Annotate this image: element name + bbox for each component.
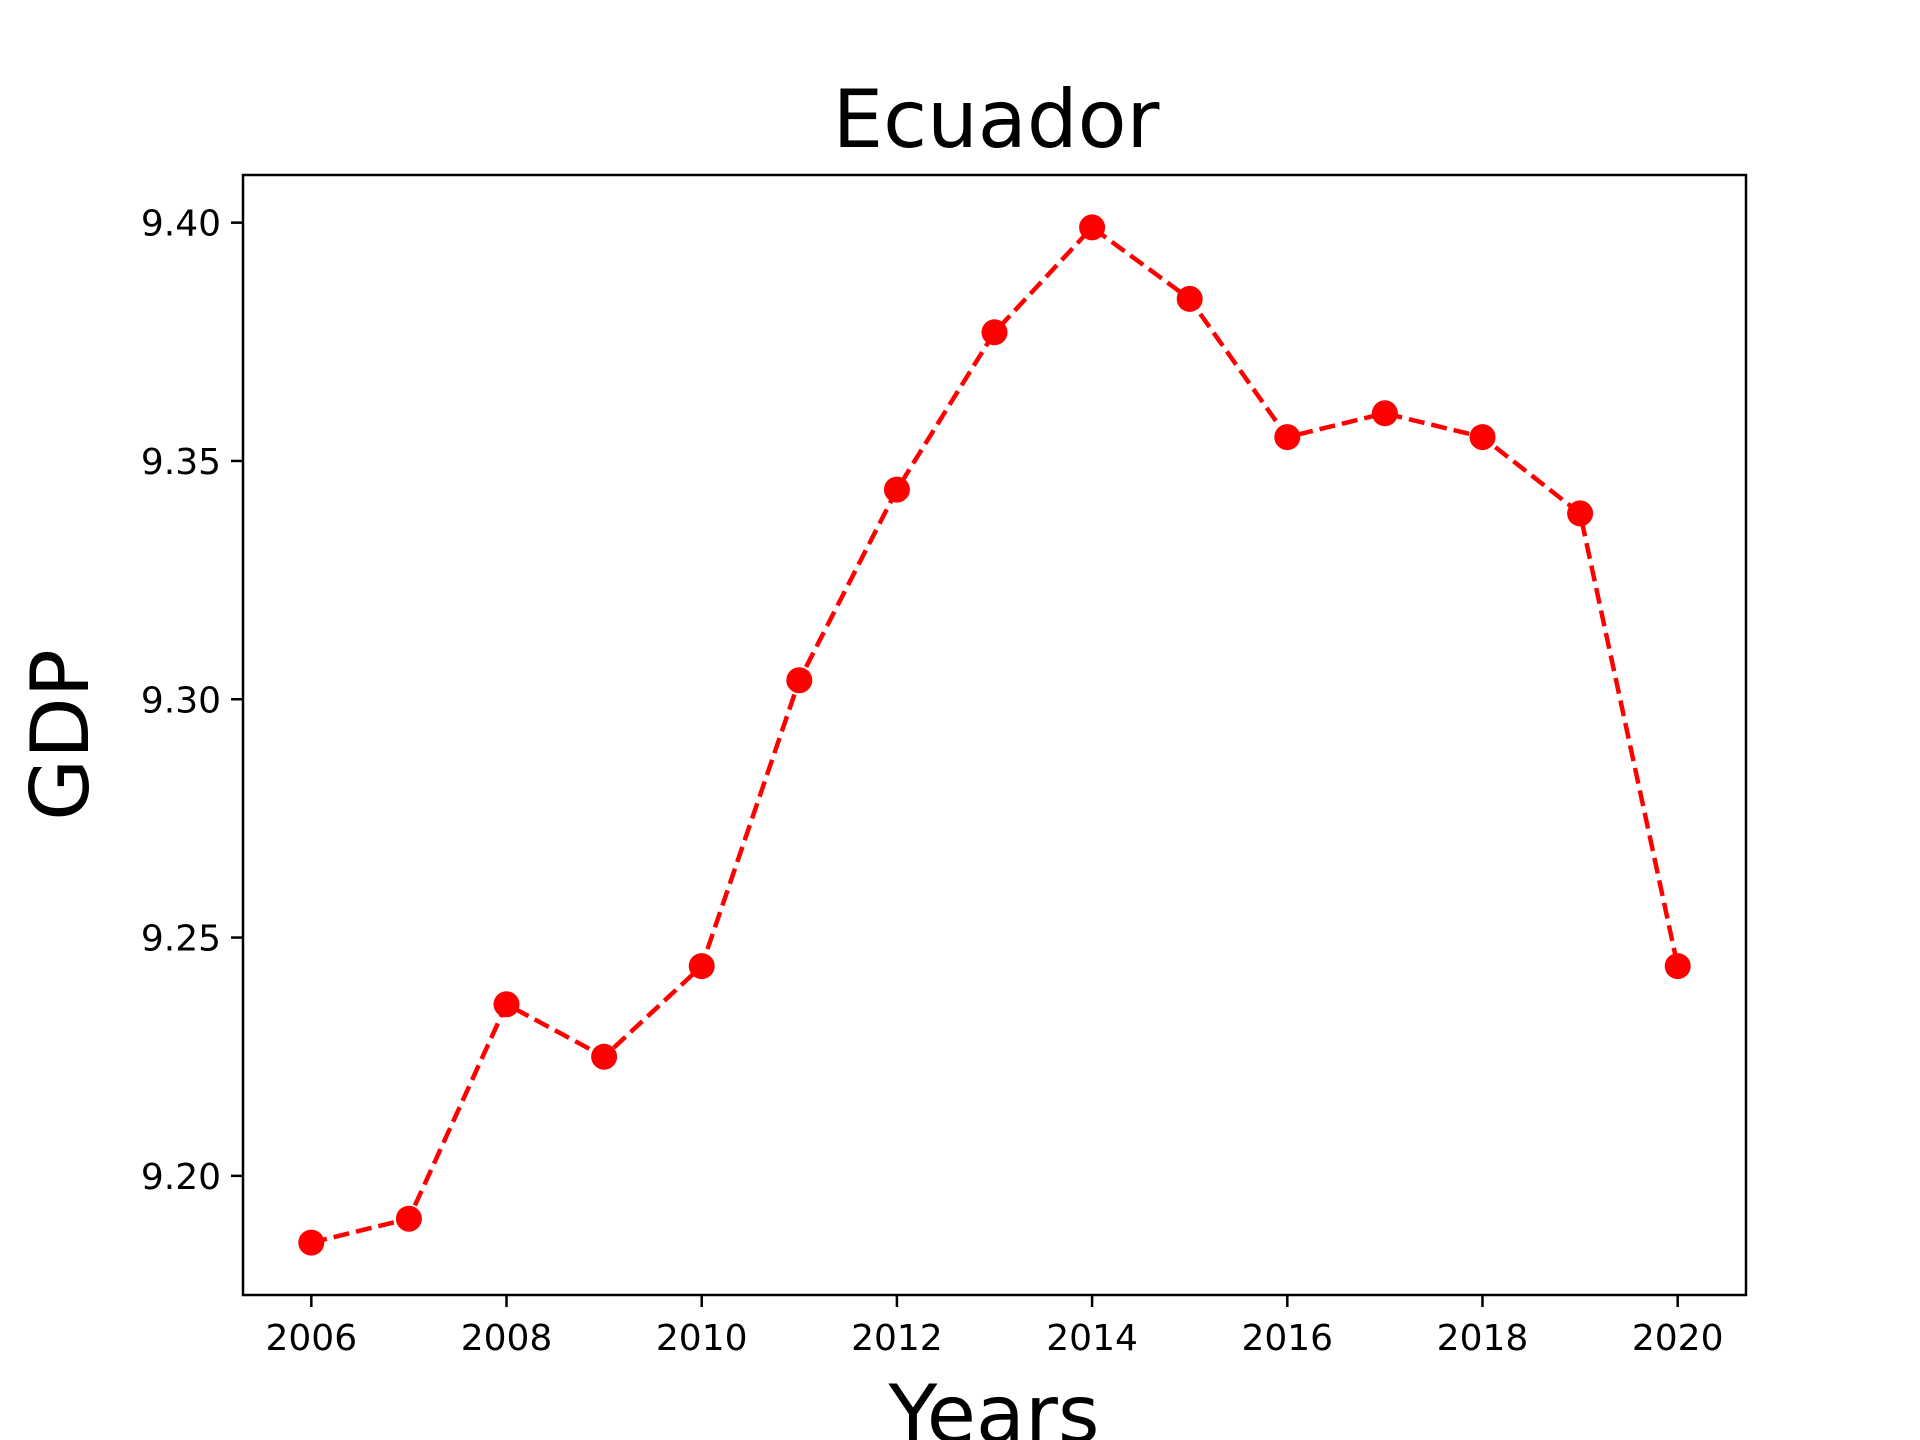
data-point (1274, 424, 1301, 451)
x-tick-label: 2014 (1046, 1318, 1138, 1359)
data-point (1664, 953, 1691, 980)
y-axis-label: GDP (14, 649, 107, 821)
data-point (1371, 400, 1398, 427)
y-tick-label: 9.40 (141, 204, 221, 245)
data-point (591, 1043, 618, 1070)
x-tick-label: 2010 (656, 1318, 748, 1359)
data-point (493, 991, 520, 1018)
data-point (786, 667, 813, 694)
data-point (298, 1229, 325, 1256)
data-point (688, 953, 715, 980)
y-tick-label: 9.25 (141, 919, 221, 960)
y-axis: 9.20 9.25 9.30 9.35 9.40 (141, 204, 243, 1198)
x-tick-label: 2018 (1437, 1318, 1529, 1359)
x-tick-label: 2008 (461, 1318, 553, 1359)
plot-area (298, 214, 1691, 1256)
x-axis: 2006 2008 2010 2012 2014 2016 2018 2020 (266, 1295, 1724, 1359)
series-line (310, 225, 1680, 1245)
x-tick-label: 2012 (851, 1318, 943, 1359)
x-axis-label: Years (887, 1368, 1099, 1440)
y-tick-label: 9.35 (141, 442, 221, 483)
x-tick-label: 2016 (1241, 1318, 1333, 1359)
y-tick-label: 9.20 (141, 1157, 221, 1198)
data-point (1176, 285, 1203, 312)
data-point (1567, 500, 1594, 527)
data-point (395, 1205, 422, 1232)
y-tick-label: 9.30 (141, 680, 221, 721)
chart-title: Ecuador (833, 73, 1160, 166)
x-tick-label: 2020 (1632, 1318, 1724, 1359)
data-point (883, 476, 910, 503)
data-point (1079, 214, 1106, 241)
data-point (1469, 424, 1496, 451)
plot-frame (241, 173, 1748, 1297)
x-tick-label: 2006 (266, 1318, 358, 1359)
data-point (981, 319, 1008, 346)
